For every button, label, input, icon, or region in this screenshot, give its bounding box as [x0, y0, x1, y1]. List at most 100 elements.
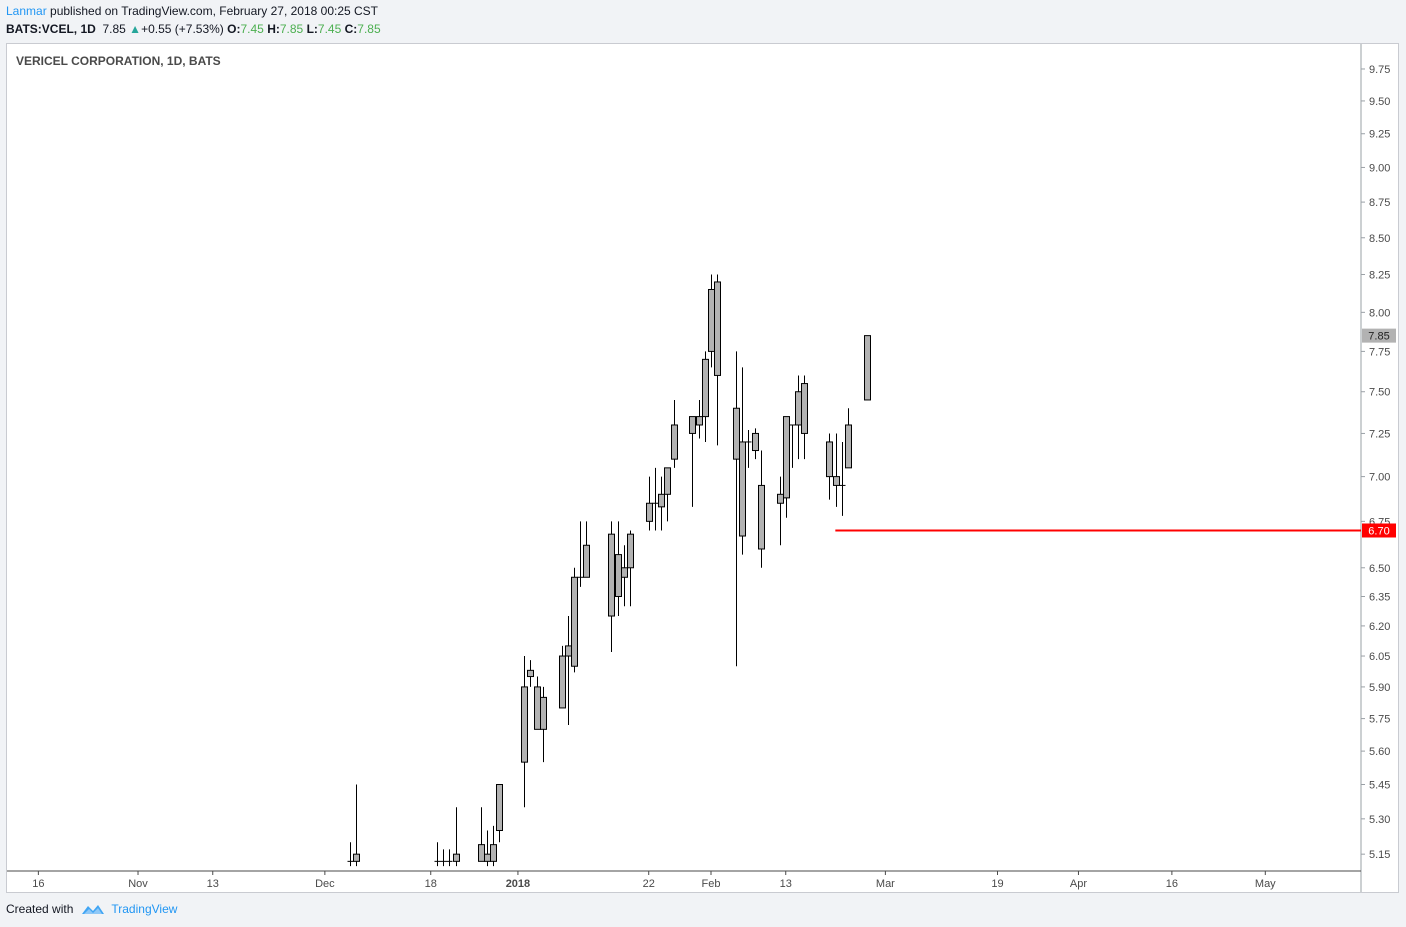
candle-body — [527, 669, 534, 678]
candle-body — [646, 502, 653, 522]
candle-body — [664, 467, 671, 495]
candle-body — [714, 281, 721, 376]
candle-body — [801, 383, 808, 434]
price-tick-label: 9.75 — [1369, 64, 1390, 76]
price-tick-label: 8.25 — [1369, 269, 1390, 281]
created-with-text: Created with — [6, 902, 74, 916]
candle-body — [490, 844, 497, 862]
candle-body — [689, 416, 696, 434]
price-tick-label: 6.35 — [1369, 591, 1390, 603]
candle-body — [478, 844, 485, 862]
price-tick-label: 9.00 — [1369, 162, 1390, 174]
price-tick-label: 7.75 — [1369, 346, 1390, 358]
published-line: Lanmar published on TradingView.com, Feb… — [6, 4, 378, 18]
time-tick-label: 13 — [207, 878, 219, 890]
level-price-tag-label: 6.70 — [1368, 525, 1389, 537]
footer: Created with TradingView — [6, 902, 177, 916]
author-link[interactable]: Lanmar — [6, 4, 47, 18]
published-text: published on TradingView.com, February 2… — [50, 4, 379, 18]
price-tick-label: 7.50 — [1369, 387, 1390, 399]
candle-body — [696, 416, 703, 426]
time-tick-label: Feb — [702, 878, 721, 890]
price-axis[interactable]: 9.75 9.50 9.25 9.00 8.75 8.50 8.25 8.00 7.75 7.50… — [1361, 64, 1390, 861]
tradingview-brand-link[interactable]: TradingView — [111, 902, 178, 916]
last-price-text: 7.85 — [102, 22, 126, 36]
candle-body — [583, 544, 590, 578]
price-tags: 7.85 6.70 — [1362, 328, 1396, 538]
candle-body — [353, 853, 360, 862]
candle-body — [864, 335, 871, 401]
price-tick-label: 5.30 — [1369, 814, 1390, 826]
time-tick-label: Nov — [128, 878, 148, 890]
candle-body — [627, 533, 634, 569]
candle-body — [739, 441, 746, 537]
high-label: H: — [267, 22, 280, 36]
close-value: 7.85 — [357, 22, 381, 36]
time-tick-label: 18 — [425, 878, 437, 890]
price-tick-label: 8.50 — [1369, 233, 1390, 245]
chart-frame[interactable]: VERICEL CORPORATION, 1D, BATS 9.75 9.50 9.… — [6, 43, 1399, 893]
candle-body — [453, 853, 460, 862]
up-arrow-icon: ▲ — [129, 22, 142, 36]
time-axis[interactable]: 16 Nov 13 Dec 18 2018 22 Feb 13 Mar 19 Apr 16 May — [32, 871, 1276, 890]
time-tick-label: 13 — [780, 878, 792, 890]
price-tick-label: 9.25 — [1369, 129, 1390, 141]
level-price-tag — [1362, 523, 1396, 538]
ohlc-line: BATS:VCEL, 1D 7.85 ▲+0.55 (+7.53%) O:7.4… — [6, 22, 381, 36]
time-tick-label: 19 — [991, 878, 1003, 890]
candle-body — [845, 424, 852, 469]
candle-body — [708, 288, 715, 352]
candle-body — [565, 645, 572, 657]
time-tick-label: 2018 — [506, 878, 530, 890]
last-price-tag — [1362, 328, 1396, 343]
last-price-tag-label: 7.85 — [1368, 331, 1389, 343]
candle-body — [752, 432, 759, 452]
time-tick-label: 16 — [32, 878, 44, 890]
price-tick-label: 7.25 — [1369, 428, 1390, 440]
price-tick-label: 6.50 — [1369, 563, 1390, 575]
price-tick-label: 6.05 — [1369, 651, 1390, 663]
candle-body — [702, 358, 709, 418]
candle-body — [833, 476, 840, 486]
open-label: O: — [227, 22, 241, 36]
symbol-label: BATS:VCEL, 1D — [6, 22, 96, 36]
price-tick-label: 5.45 — [1369, 780, 1390, 792]
candle-body — [608, 533, 615, 617]
candle-body — [758, 484, 765, 550]
change-text: +0.55 (+7.53%) — [141, 22, 224, 36]
price-tick-label: 5.75 — [1369, 714, 1390, 726]
price-tick-label: 5.90 — [1369, 682, 1390, 694]
candle-body — [559, 655, 566, 709]
time-tick-label: May — [1255, 878, 1276, 890]
price-tick-label: 5.15 — [1369, 849, 1390, 861]
chart-title: VERICEL CORPORATION, 1D, BATS — [16, 54, 221, 68]
candle-body — [534, 686, 541, 730]
time-tick-label: 16 — [1166, 878, 1178, 890]
chart-svg[interactable]: VERICEL CORPORATION, 1D, BATS 9.759.509.… — [7, 44, 1398, 892]
price-tick-label: 5.60 — [1369, 746, 1390, 758]
price-tick-label: 7.00 — [1369, 472, 1390, 484]
price-tick-label: 9.50 — [1369, 96, 1390, 108]
close-label: C: — [344, 22, 358, 36]
candle-body — [540, 696, 547, 730]
low-label: L: — [306, 22, 318, 36]
candle-body — [783, 416, 790, 499]
price-tick-label: 6.20 — [1369, 621, 1390, 633]
tradingview-logo-icon[interactable] — [81, 902, 105, 916]
open-value: 7.45 — [240, 22, 264, 36]
low-value: 7.45 — [317, 22, 342, 36]
candle-body — [521, 686, 528, 763]
candle-body — [658, 493, 665, 508]
price-tick-label: 8.75 — [1369, 197, 1390, 209]
time-tick-label: 22 — [643, 878, 655, 890]
high-value: 7.85 — [279, 22, 304, 36]
price-tick-label: 8.00 — [1369, 307, 1390, 319]
time-tick-label: Mar — [876, 878, 895, 890]
candle-body — [795, 391, 802, 426]
candle-body — [496, 784, 503, 832]
candle-body — [733, 407, 740, 460]
candle-body — [615, 554, 622, 597]
candle-body — [484, 853, 491, 862]
candle-body — [621, 567, 628, 578]
candle-body — [826, 441, 833, 478]
